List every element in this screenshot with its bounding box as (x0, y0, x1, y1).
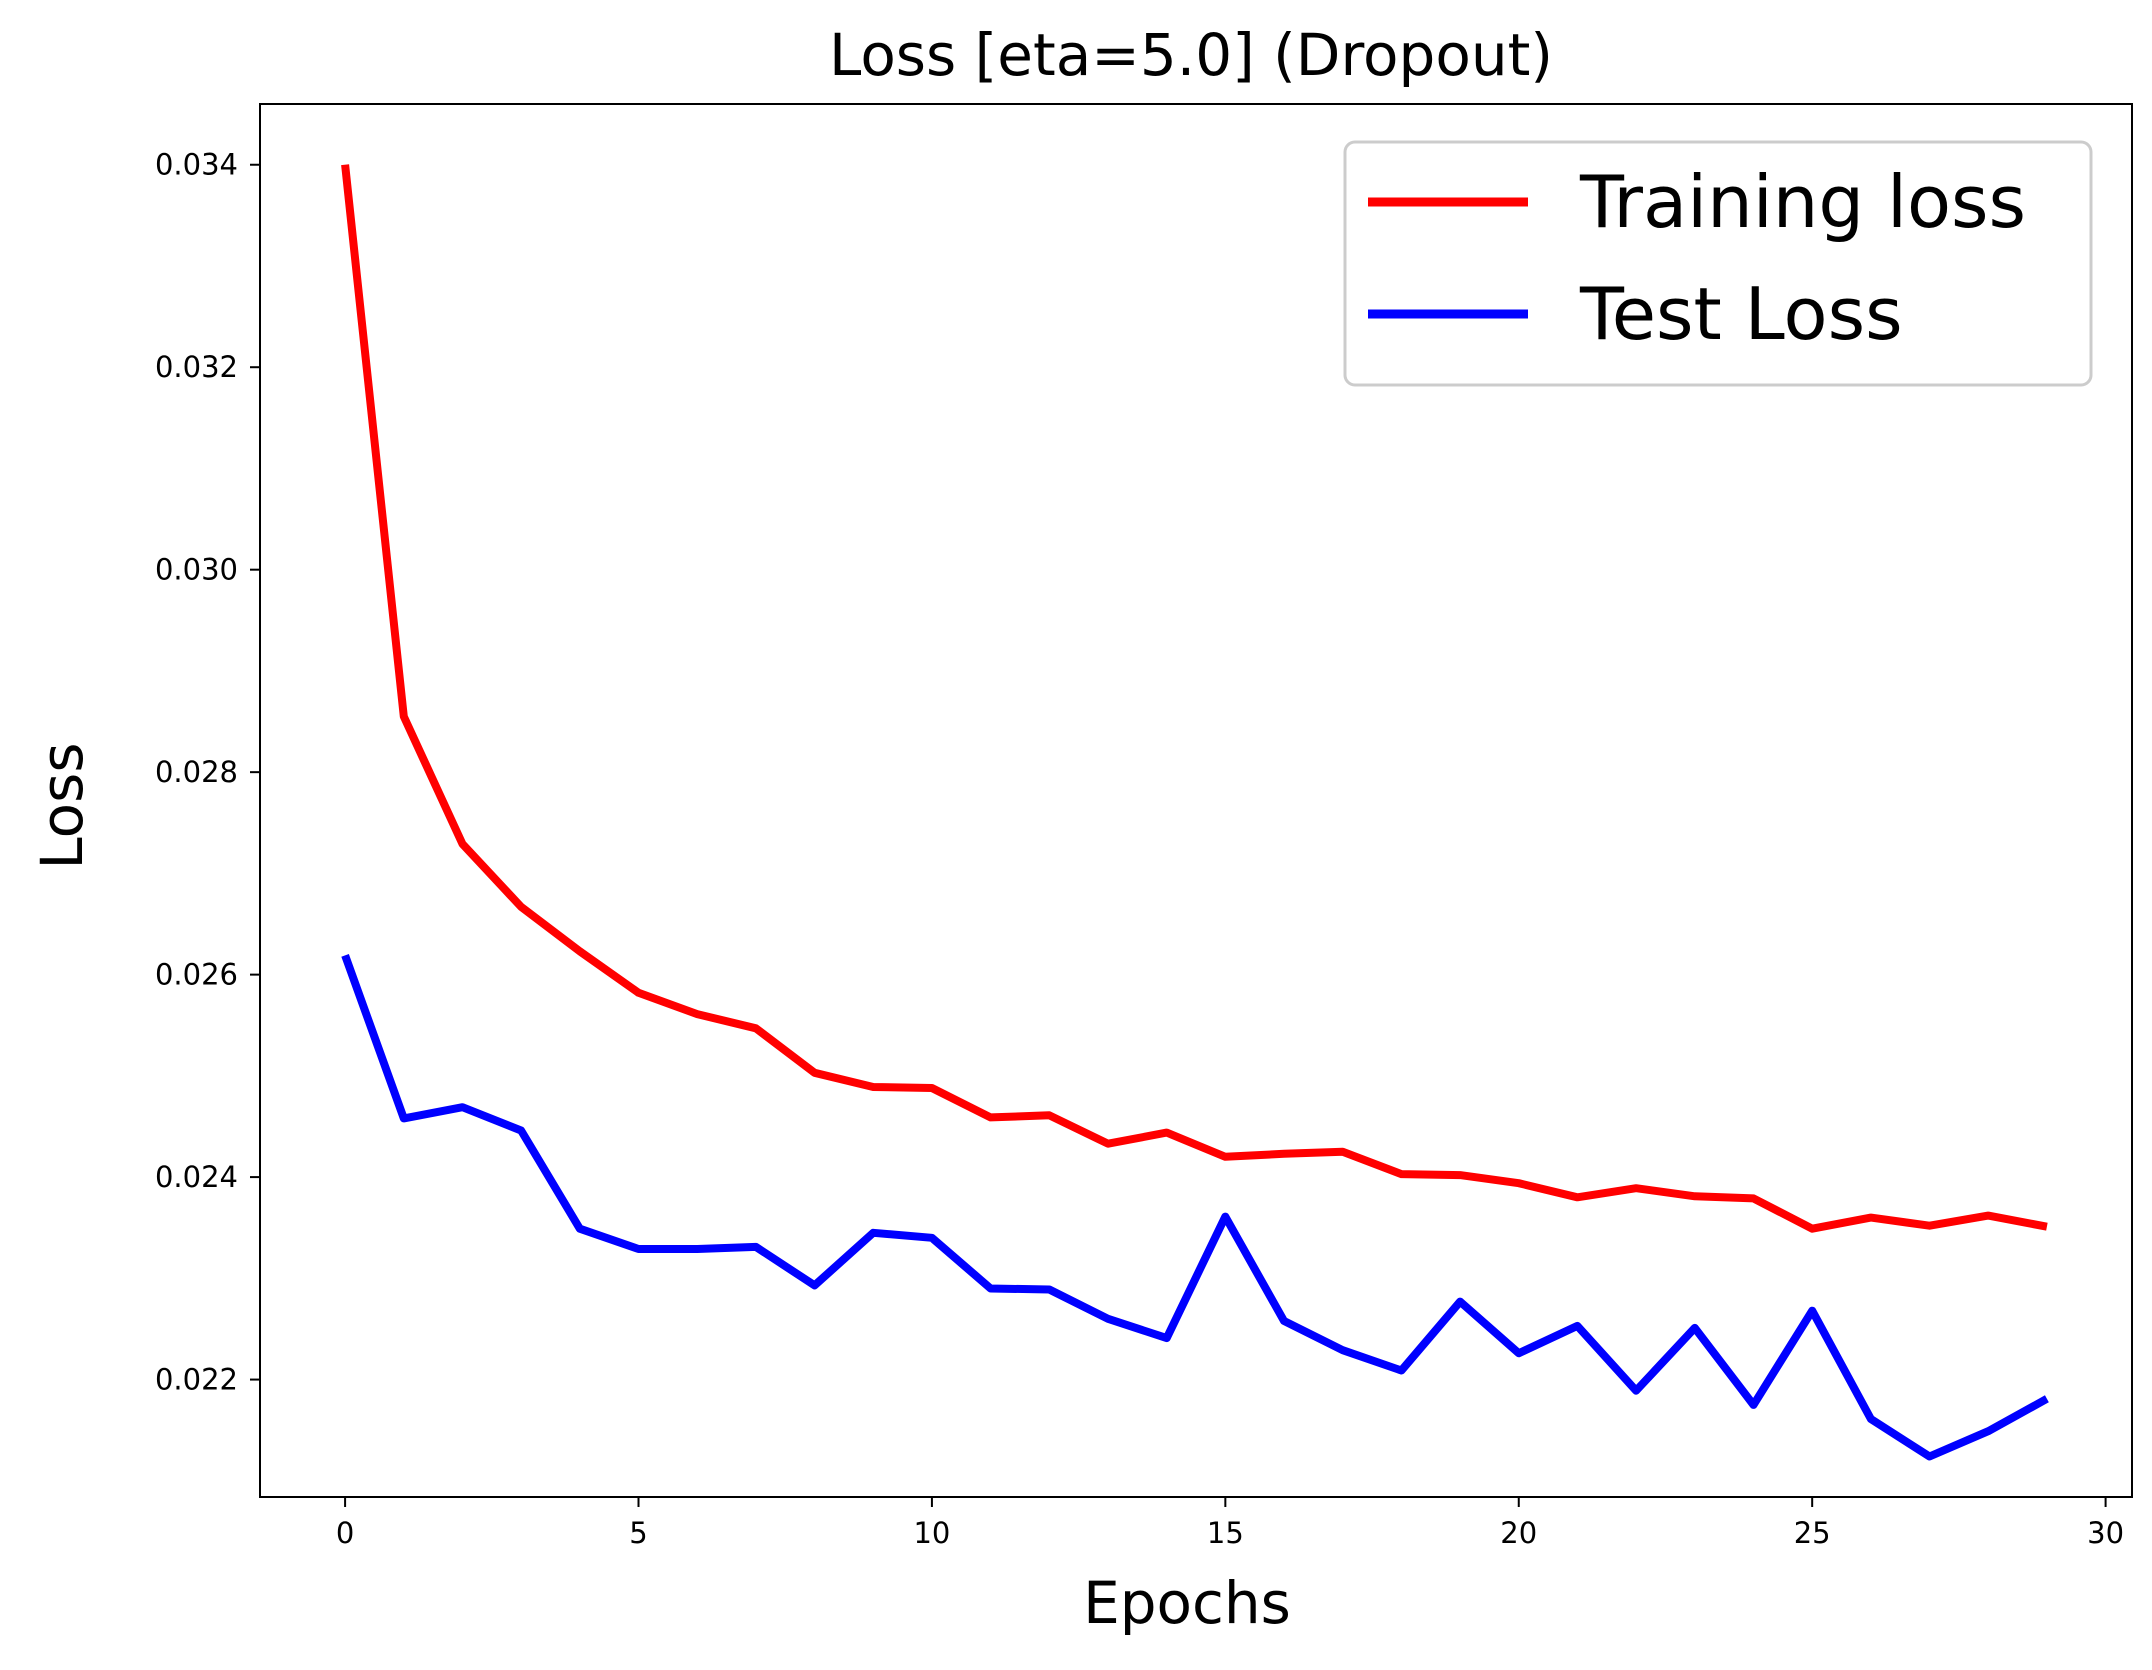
plot-area (341, 164, 2049, 1461)
legend-label: Test Loss (1579, 272, 1903, 356)
x-tick-label: 10 (913, 1516, 950, 1550)
y-tick-label: 0.034 (155, 148, 238, 182)
x-tick-label: 5 (629, 1516, 647, 1550)
x-axis-label: Epochs (1083, 1569, 1291, 1637)
x-tick-label: 25 (1794, 1516, 1831, 1550)
x-tick-label: 0 (336, 1516, 354, 1550)
y-tick-label: 0.024 (155, 1160, 238, 1194)
legend-label: Training loss (1579, 160, 2026, 244)
axes-frame (259, 103, 2133, 1498)
axis-ticks: 0 5 10 15 20 25 30 0.022 0.024 0.026 0.028 0.030 0.0… (155, 148, 2124, 1550)
legend: Training loss Test Loss (1343, 140, 2093, 387)
legend-box (1343, 140, 2093, 387)
y-tick-label: 0.022 (155, 1363, 238, 1397)
y-tick-label: 0.030 (155, 553, 238, 587)
y-tick-label: 0.032 (155, 350, 238, 384)
x-tick-label: 15 (1207, 1516, 1244, 1550)
x-tick-label: 20 (1500, 1516, 1537, 1550)
chart-title: Loss [eta=5.0] (Dropout) (829, 21, 1553, 89)
y-axis-label: Loss (28, 742, 96, 869)
y-tick-label: 0.028 (155, 755, 238, 789)
series-line-test-loss (341, 954, 2049, 1461)
series-line-training-loss (341, 164, 2048, 1233)
x-tick-label: 30 (2087, 1516, 2124, 1550)
y-tick-label: 0.026 (155, 958, 238, 992)
